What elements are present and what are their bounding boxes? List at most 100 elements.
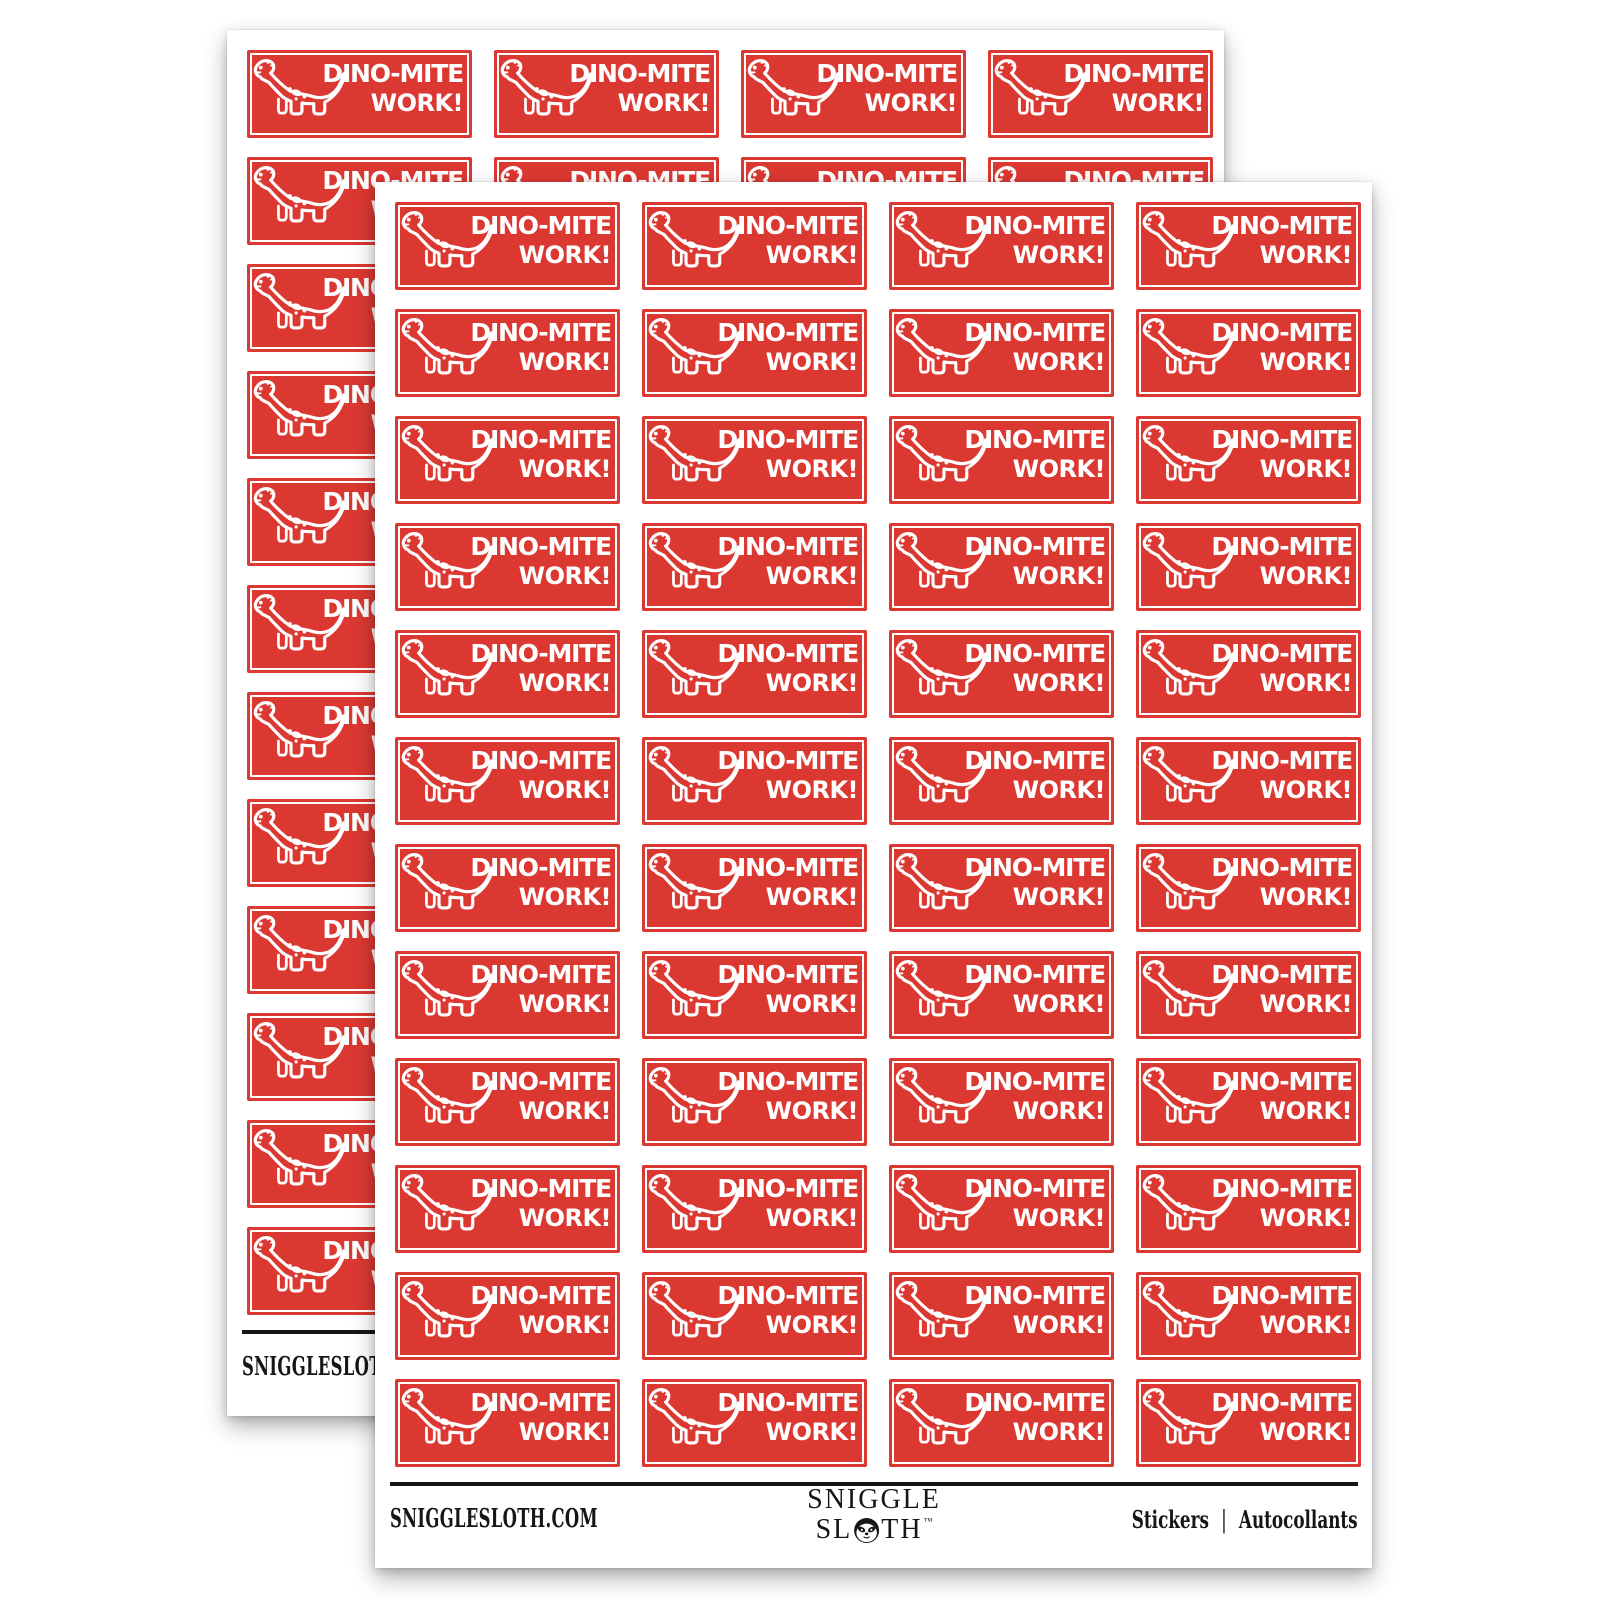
dino-mite-work-sticker: DINO-MITE WORK!	[395, 630, 620, 718]
sticker-text: DINO-MITE WORK!	[717, 639, 859, 695]
sticker-text-line2: WORK!	[1259, 1097, 1353, 1125]
sticker-text-line1: DINO-MITE	[717, 318, 859, 347]
dino-mite-work-sticker: DINO-MITE WORK!	[1136, 844, 1361, 932]
sticker-text: DINO-MITE WORK!	[470, 748, 612, 804]
brontosaurus-icon	[253, 1022, 346, 1079]
sticker-text-line2: WORK!	[1259, 1311, 1353, 1339]
dino-mite-work-sticker: DINO-MITE WORK!	[988, 50, 1213, 138]
dino-mite-work-sticker: DINO-MITE WORK!	[395, 1058, 620, 1146]
dino-mite-work-sticker: DINO-MITE WORK!	[642, 844, 867, 932]
sticker-text-line2: WORK!	[765, 241, 859, 269]
sticker-text-line2: WORK!	[518, 883, 612, 911]
brontosaurus-icon	[1142, 318, 1235, 375]
brontosaurus-icon	[401, 1388, 494, 1445]
sticker-text-line2: WORK!	[1259, 348, 1353, 376]
brontosaurus-icon	[895, 1281, 988, 1338]
footer-product-type-fr: Autocollants	[1239, 1504, 1358, 1534]
sticker-text-line1: DINO-MITE	[964, 211, 1106, 240]
sticker-grid: DINO-MITE WORK! DINO-MITE WORK!	[395, 202, 1361, 1467]
sticker-text-line2: WORK!	[1259, 241, 1353, 269]
brontosaurus-icon	[895, 639, 988, 696]
dino-mite-work-sticker: DINO-MITE WORK!	[395, 844, 620, 932]
footer-divider-line	[390, 1482, 1358, 1486]
sticker-text-line2: WORK!	[1012, 1418, 1106, 1446]
sticker-text-line2: WORK!	[518, 1097, 612, 1125]
sticker-text-line1: DINO-MITE	[964, 746, 1106, 775]
sticker-text: DINO-MITE WORK!	[816, 61, 958, 117]
sticker-text-line1: DINO-MITE	[717, 853, 859, 882]
brontosaurus-icon	[253, 487, 346, 544]
dino-mite-work-sticker: DINO-MITE WORK!	[395, 737, 620, 825]
footer-product-type: Stickers | Autocollants	[1132, 1505, 1358, 1534]
dino-mite-work-sticker: DINO-MITE WORK!	[642, 1058, 867, 1146]
brontosaurus-icon	[401, 1067, 494, 1124]
sticker-text-line1: DINO-MITE	[717, 1388, 859, 1417]
sticker-text-line1: DINO-MITE	[322, 59, 464, 88]
brontosaurus-icon	[1142, 1067, 1235, 1124]
brontosaurus-icon	[648, 318, 741, 375]
dino-mite-work-sticker: DINO-MITE WORK!	[395, 523, 620, 611]
sticker-text-line2: WORK!	[1012, 348, 1106, 376]
brontosaurus-icon	[648, 1388, 741, 1445]
brontosaurus-icon	[401, 960, 494, 1017]
sticker-text: DINO-MITE WORK!	[470, 320, 612, 374]
sticker-text-line2: WORK!	[1259, 883, 1353, 911]
sticker-text-line2: WORK!	[518, 562, 612, 590]
dino-mite-work-sticker: DINO-MITE WORK!	[1136, 202, 1361, 290]
sticker-text-line2: WORK!	[765, 1418, 859, 1446]
sticker-text-line2: WORK!	[864, 89, 958, 117]
sticker-text-line1: DINO-MITE	[1211, 1388, 1353, 1417]
brontosaurus-icon	[253, 380, 346, 437]
sticker-text-line1: DINO-MITE	[1211, 746, 1353, 775]
sticker-text: DINO-MITE WORK!	[1211, 641, 1353, 695]
brontosaurus-icon	[253, 808, 346, 865]
brontosaurus-icon	[895, 532, 988, 589]
brontosaurus-icon	[253, 594, 346, 651]
sticker-text: DINO-MITE WORK!	[717, 1388, 859, 1446]
dino-mite-work-sticker: DINO-MITE WORK!	[494, 50, 719, 138]
sticker-text: DINO-MITE WORK!	[964, 855, 1106, 909]
sticker-text: DINO-MITE WORK!	[717, 213, 859, 269]
sticker-text: DINO-MITE WORK!	[1211, 962, 1353, 1016]
sticker-text-line1: DINO-MITE	[1211, 1281, 1353, 1310]
sticker-text-line1: DINO-MITE	[964, 1174, 1106, 1203]
brontosaurus-icon	[253, 1129, 346, 1186]
brontosaurus-icon	[648, 532, 741, 589]
sticker-text: DINO-MITE WORK!	[1211, 213, 1353, 269]
sticker-text: DINO-MITE WORK!	[470, 213, 612, 267]
brontosaurus-icon	[401, 639, 494, 696]
brontosaurus-icon	[401, 746, 494, 803]
dino-mite-work-sticker: DINO-MITE WORK!	[889, 309, 1114, 397]
dino-mite-work-sticker: DINO-MITE WORK!	[889, 1165, 1114, 1253]
sticker-sheet-front: DINO-MITE WORK! DINO-MITE WORK!	[375, 182, 1372, 1568]
sticker-text: DINO-MITE WORK!	[964, 1390, 1106, 1446]
dino-mite-work-sticker: DINO-MITE WORK!	[889, 1272, 1114, 1360]
sticker-text-line2: WORK!	[1259, 562, 1353, 590]
sticker-text-line1: DINO-MITE	[717, 1067, 859, 1096]
sticker-text-line2: WORK!	[518, 776, 612, 804]
sticker-text: DINO-MITE WORK!	[964, 746, 1106, 802]
brontosaurus-icon	[895, 318, 988, 375]
sticker-text-line1: DINO-MITE	[964, 425, 1106, 454]
brand-line2-suffix: TH	[881, 1514, 923, 1545]
brontosaurus-icon	[895, 1067, 988, 1124]
sticker-text: DINO-MITE WORK!	[1211, 427, 1353, 481]
sticker-text-line1: DINO-MITE	[717, 639, 859, 668]
dino-mite-work-sticker: DINO-MITE WORK!	[1136, 1379, 1361, 1467]
dino-mite-work-sticker: DINO-MITE WORK!	[642, 523, 867, 611]
sticker-text-line1: DINO-MITE	[964, 318, 1106, 347]
sticker-text-line1: DINO-MITE	[470, 853, 612, 882]
sticker-text-line1: DINO-MITE	[470, 1174, 612, 1203]
sticker-text: DINO-MITE WORK!	[470, 1283, 612, 1337]
dino-mite-work-sticker: DINO-MITE WORK!	[1136, 951, 1361, 1039]
dino-mite-work-sticker: DINO-MITE WORK!	[642, 1165, 867, 1253]
brontosaurus-icon	[648, 1281, 741, 1338]
sticker-text-line1: DINO-MITE	[964, 639, 1106, 668]
dino-mite-work-sticker: DINO-MITE WORK!	[395, 202, 620, 290]
sticker-text: DINO-MITE WORK!	[717, 962, 859, 1016]
sticker-text: DINO-MITE WORK!	[1211, 1069, 1353, 1125]
brontosaurus-icon	[401, 853, 494, 910]
sticker-text-line2: WORK!	[765, 562, 859, 590]
dino-mite-work-sticker: DINO-MITE WORK!	[642, 202, 867, 290]
